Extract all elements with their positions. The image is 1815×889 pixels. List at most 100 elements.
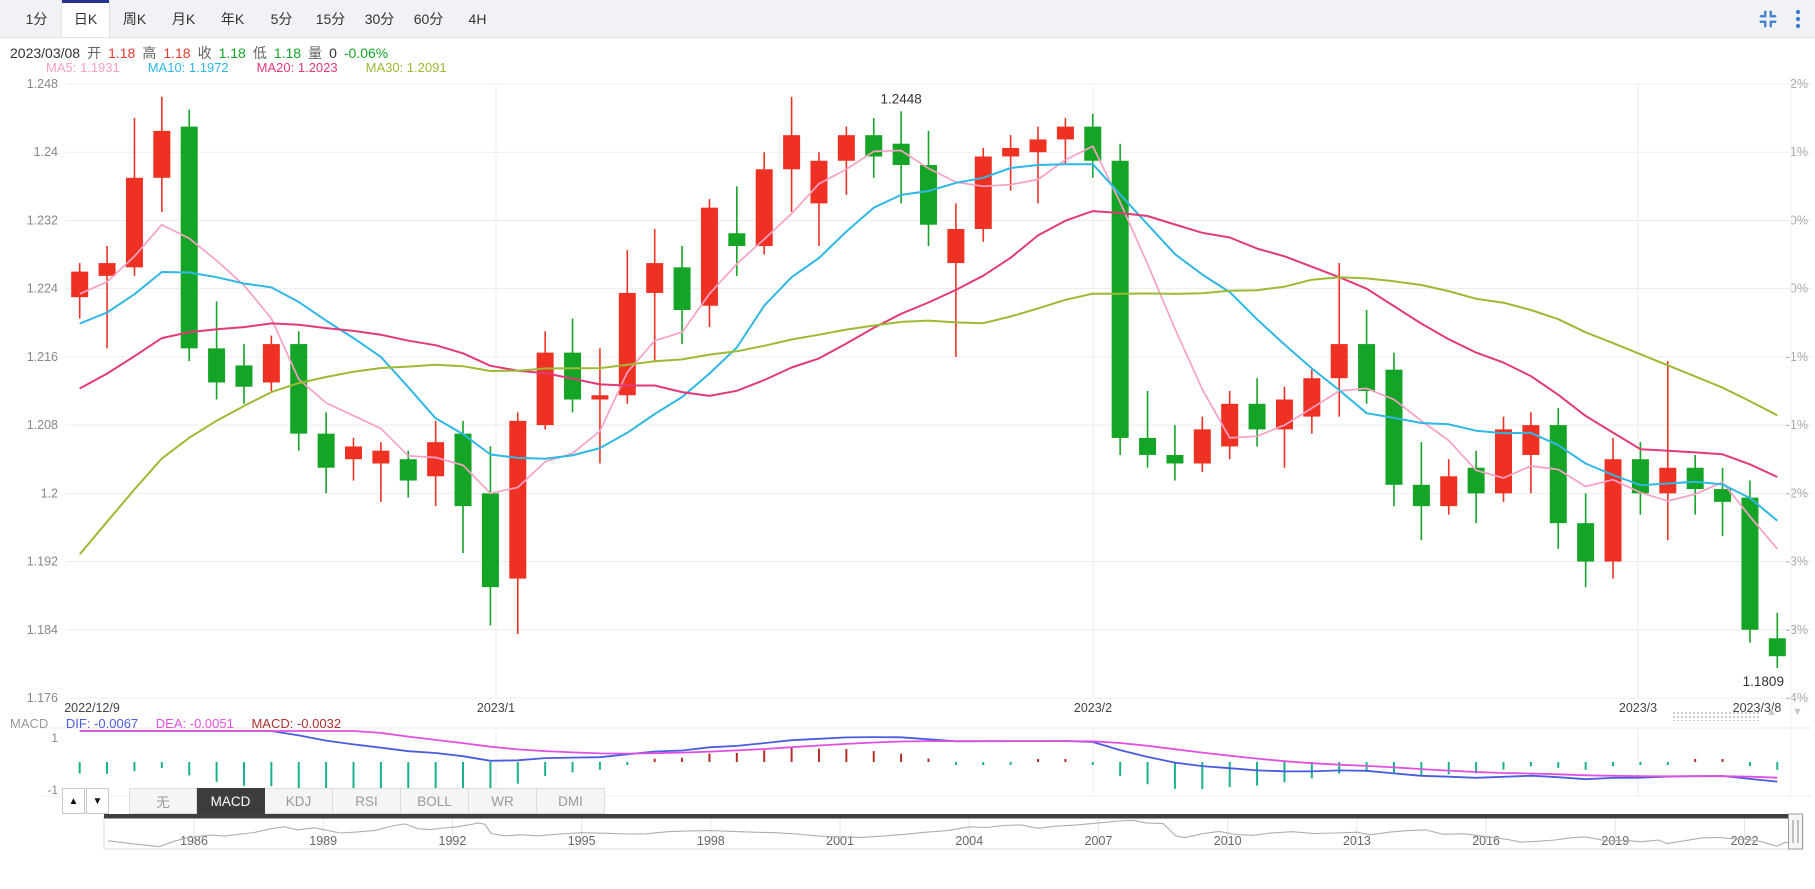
- candle[interactable]: [1440, 459, 1458, 515]
- candle[interactable]: [1495, 416, 1512, 502]
- candle[interactable]: [1166, 425, 1184, 481]
- navigator-year-label: 2022: [1731, 834, 1759, 848]
- ohlc-segment: -0.06%: [343, 45, 389, 61]
- candle[interactable]: [1631, 442, 1649, 515]
- candle[interactable]: [783, 96, 801, 212]
- candle[interactable]: [618, 250, 636, 404]
- period-tab-年K[interactable]: 年K: [220, 10, 245, 27]
- period-tab-60分[interactable]: 60分: [413, 10, 444, 27]
- candle-body: [481, 493, 499, 588]
- candle[interactable]: [345, 437, 362, 481]
- candle[interactable]: [564, 318, 582, 413]
- candle[interactable]: [1139, 391, 1157, 468]
- candle-body: [1056, 126, 1074, 140]
- indicator-tab-KDJ[interactable]: KDJ: [265, 788, 333, 814]
- macd-macd-value: MACD: -0.0032: [251, 716, 342, 731]
- candle[interactable]: [1467, 450, 1485, 524]
- candle[interactable]: [865, 118, 883, 178]
- period-tab-日K[interactable]: 日K: [61, 0, 110, 37]
- candle[interactable]: [837, 126, 855, 195]
- indicator-tab-DMI[interactable]: DMI: [537, 788, 605, 814]
- percent-axis-label: -1%: [1786, 418, 1808, 432]
- kebab-menu-icon[interactable]: [1795, 8, 1801, 30]
- period-tab-5分[interactable]: 5分: [270, 10, 293, 27]
- candle[interactable]: [1686, 454, 1704, 515]
- candle[interactable]: [481, 446, 499, 626]
- period-tab-15分[interactable]: 15分: [315, 10, 346, 27]
- period-tab-1分[interactable]: 1分: [25, 10, 48, 27]
- candle[interactable]: [317, 412, 335, 494]
- candle[interactable]: [755, 152, 773, 255]
- indicator-tab-BOLL[interactable]: BOLL: [401, 788, 469, 814]
- ma-value: MA30: 1.2091: [365, 60, 447, 75]
- candle[interactable]: [153, 96, 171, 212]
- candle[interactable]: [947, 203, 965, 357]
- candle[interactable]: [700, 199, 718, 328]
- candle[interactable]: [1741, 480, 1759, 643]
- price-axis-label: 1.24: [34, 145, 58, 159]
- indicator-tab-无[interactable]: 无: [129, 788, 197, 814]
- candle-body: [892, 143, 910, 166]
- candle[interactable]: [810, 152, 828, 247]
- period-tab-4H[interactable]: 4H: [468, 10, 487, 27]
- candle[interactable]: [1248, 378, 1266, 447]
- candle[interactable]: [1193, 416, 1211, 473]
- scroll-mini-arrows[interactable]: ▲ ▼: [1766, 706, 1809, 718]
- candle[interactable]: [427, 420, 445, 507]
- indicator-tab-MACD[interactable]: MACD: [197, 788, 265, 814]
- candle[interactable]: [591, 348, 609, 464]
- candle[interactable]: [536, 331, 554, 430]
- indicator-down-button[interactable]: ▼: [86, 788, 109, 814]
- candle[interactable]: [673, 246, 691, 345]
- candle[interactable]: [1549, 408, 1567, 549]
- candle[interactable]: [372, 442, 390, 502]
- candle[interactable]: [1056, 118, 1074, 166]
- candle[interactable]: [399, 450, 417, 498]
- navigator-year-label: 2010: [1214, 834, 1242, 848]
- candle[interactable]: [290, 331, 308, 451]
- candle[interactable]: [1303, 369, 1321, 434]
- navigator-right-handle[interactable]: [1788, 813, 1803, 850]
- candle[interactable]: [1604, 437, 1622, 579]
- indicator-tab-RSI[interactable]: RSI: [333, 788, 401, 814]
- candle[interactable]: [1221, 391, 1239, 460]
- candle[interactable]: [1330, 263, 1348, 417]
- indicator-tab-WR[interactable]: WR: [469, 788, 537, 814]
- period-tab-周K[interactable]: 周K: [122, 10, 147, 27]
- navigator-selected-range-bar[interactable]: [104, 814, 1788, 819]
- candle[interactable]: [235, 344, 253, 404]
- candle[interactable]: [208, 301, 226, 400]
- candle-body: [1084, 126, 1102, 161]
- candle-body: [783, 135, 801, 170]
- candle[interactable]: [98, 246, 116, 349]
- price-axis-label: 1.216: [27, 350, 58, 364]
- candle[interactable]: [920, 130, 937, 247]
- candle[interactable]: [1577, 493, 1595, 588]
- collapse-icon[interactable]: [1757, 8, 1779, 30]
- period-tab-30分[interactable]: 30分: [364, 10, 395, 27]
- resize-dotted-strip[interactable]: [1672, 711, 1760, 721]
- candle[interactable]: [262, 335, 280, 391]
- candle-body: [71, 271, 89, 298]
- period-tab-月K[interactable]: 月K: [171, 10, 196, 27]
- dif-line: [79, 730, 1778, 783]
- candle[interactable]: [892, 111, 910, 204]
- percent-axis-label: -3%: [1786, 623, 1808, 637]
- candle[interactable]: [1002, 135, 1020, 191]
- candle[interactable]: [974, 147, 992, 242]
- candle[interactable]: [71, 263, 89, 319]
- macd-dif-value: DIF: -0.0067: [65, 716, 139, 731]
- candle[interactable]: [646, 228, 664, 362]
- candle-body: [1495, 429, 1512, 494]
- candle[interactable]: [1412, 442, 1430, 541]
- indicator-up-button[interactable]: ▲: [62, 788, 85, 814]
- candle[interactable]: [728, 186, 746, 276]
- candle[interactable]: [454, 420, 472, 554]
- candle[interactable]: [1714, 467, 1732, 536]
- candle[interactable]: [1385, 352, 1403, 507]
- candle[interactable]: [1522, 412, 1540, 494]
- candle[interactable]: [125, 118, 143, 276]
- candle[interactable]: [1768, 612, 1786, 669]
- candle[interactable]: [509, 412, 527, 635]
